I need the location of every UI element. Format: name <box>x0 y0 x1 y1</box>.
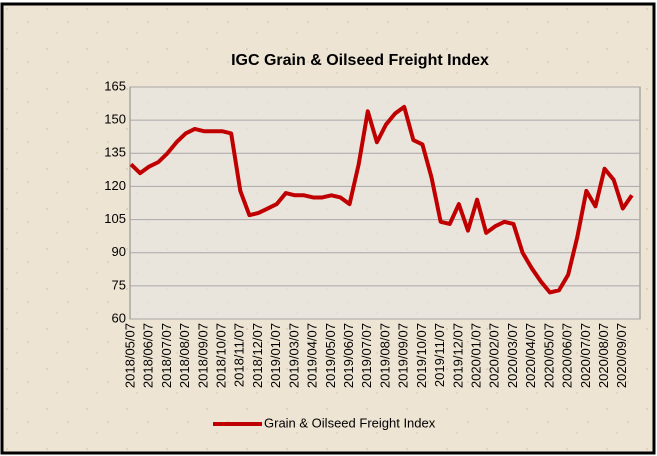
x-tick-label: 2018/12/07 <box>250 323 265 388</box>
x-tick-label: 2019/12/07 <box>450 323 465 388</box>
x-tick-label: 2019/06/07 <box>341 323 356 388</box>
x-tick-label: 2019/01/07 <box>268 323 283 388</box>
y-tick-label: 105 <box>104 211 126 226</box>
x-tick-label: 2019/03/07 <box>286 323 301 388</box>
x-tick-label: 2018/11/07 <box>232 323 247 387</box>
x-tick-label: 2019/08/07 <box>377 323 392 388</box>
x-tick-label: 2018/09/07 <box>195 323 210 388</box>
y-tick-label: 120 <box>104 178 126 193</box>
x-tick-label: 2019/04/07 <box>305 323 320 388</box>
y-tick-label: 60 <box>112 310 126 325</box>
y-tick-label: 150 <box>104 112 126 127</box>
x-tick-label: 2019/10/07 <box>414 323 429 388</box>
x-tick-label: 2020/08/07 <box>596 323 611 388</box>
x-tick-label: 2020/06/07 <box>560 323 575 388</box>
x-tick-label: 2018/10/07 <box>214 323 229 388</box>
x-tick-label: 2020/01/07 <box>469 323 484 388</box>
x-tick-label: 2020/07/07 <box>578 323 593 388</box>
x-tick-label: 2019/11/07 <box>432 323 447 387</box>
x-tick-label: 2020/03/07 <box>505 323 520 388</box>
x-tick-label: 2018/06/07 <box>141 323 156 388</box>
x-tick-label: 2019/07/07 <box>359 323 374 388</box>
x-tick-label: 2018/07/07 <box>159 323 174 388</box>
x-tick-label: 2018/05/07 <box>122 323 137 388</box>
x-tick-label: 2020/02/07 <box>487 323 502 388</box>
legend-label: Grain & Oilseed Freight Index <box>264 415 436 430</box>
y-tick-label: 75 <box>112 277 126 292</box>
y-tick-label: 165 <box>104 78 126 93</box>
x-tick-label: 2019/05/07 <box>323 323 338 388</box>
x-tick-label: 2020/04/07 <box>523 323 538 388</box>
x-tick-label: 2020/09/07 <box>614 323 629 388</box>
y-tick-label: 135 <box>104 145 126 160</box>
x-tick-label: 2020/05/07 <box>541 323 556 388</box>
y-tick-label: 90 <box>112 244 126 259</box>
x-tick-label: 2019/09/07 <box>396 323 411 388</box>
x-tick-label: 2018/08/07 <box>177 323 192 388</box>
data-line <box>129 104 634 295</box>
chart-title: IGC Grain & Oilseed Freight Index <box>231 52 489 69</box>
